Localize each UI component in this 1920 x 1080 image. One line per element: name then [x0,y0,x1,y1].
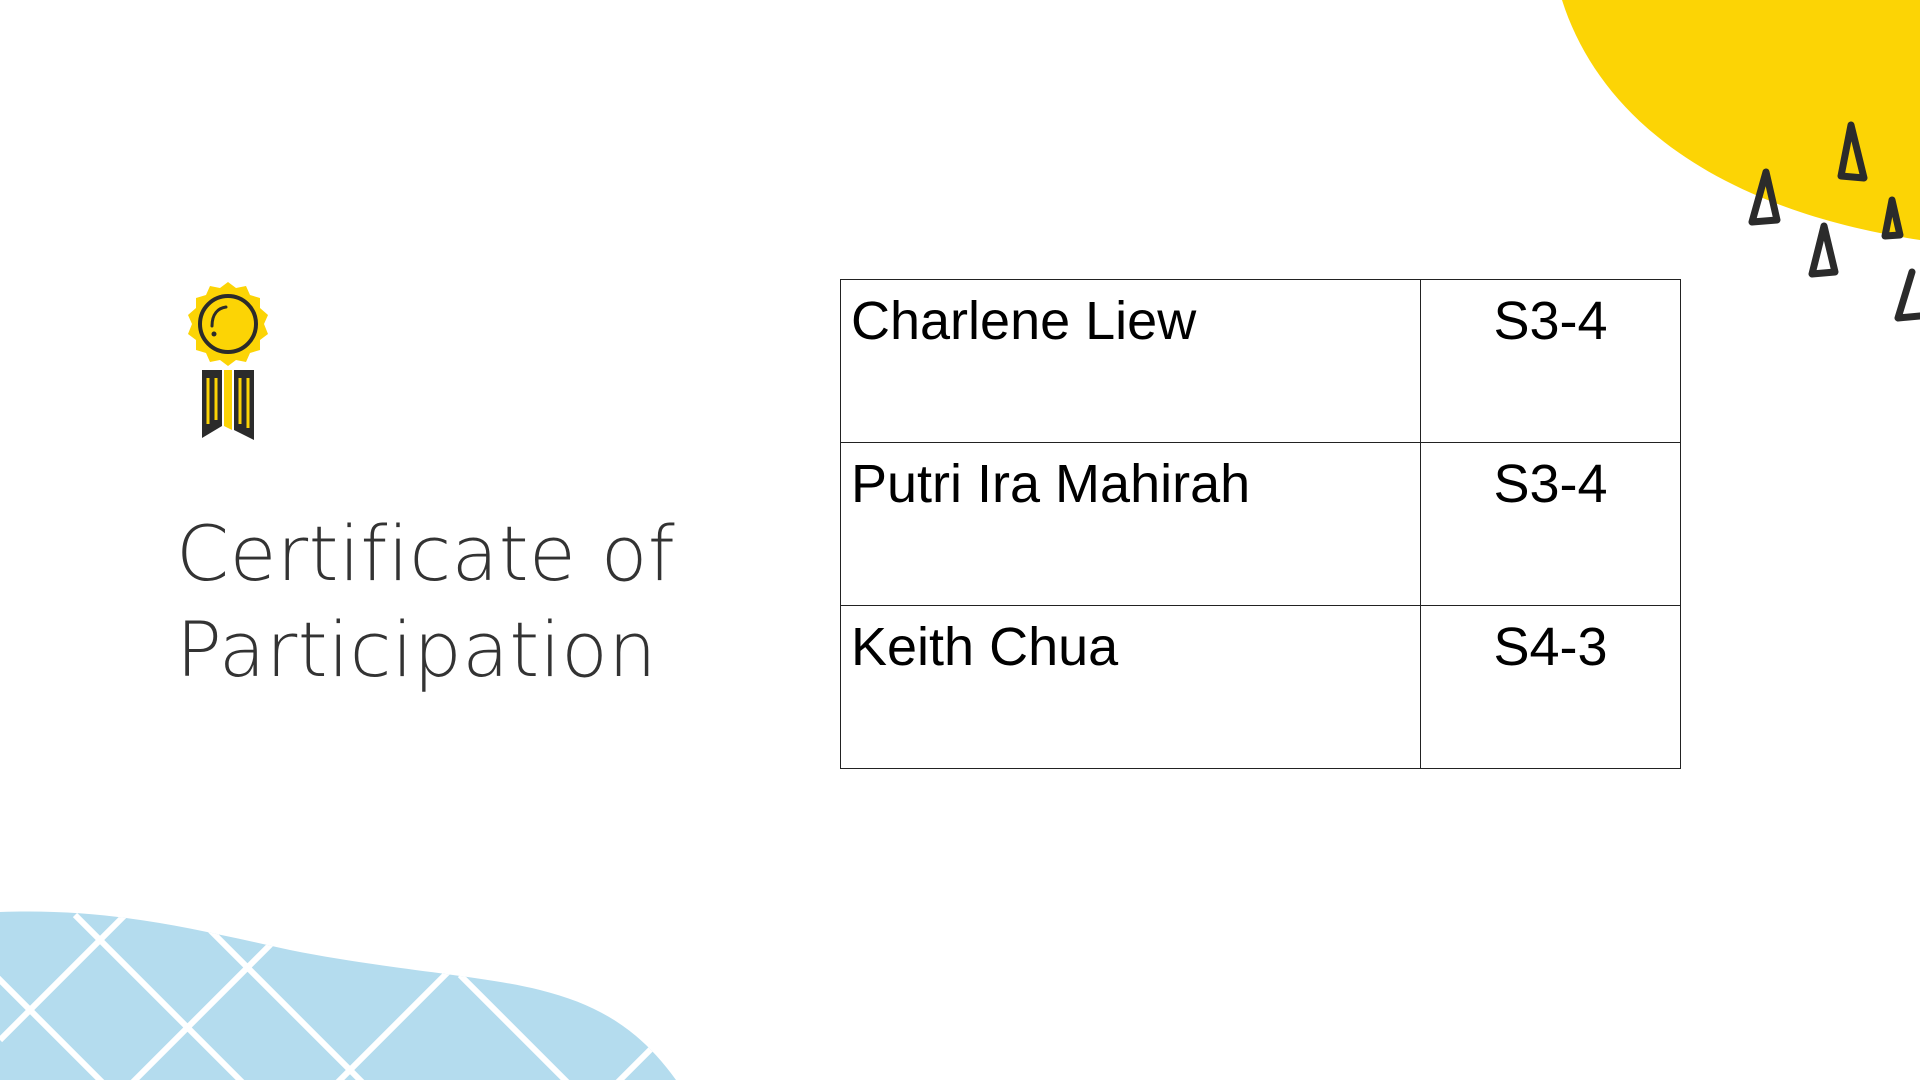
participant-name: Putri Ira Mahirah [840,442,1421,606]
page-title: Certificate of Participation [176,506,776,698]
participant-name: Charlene Liew [840,279,1421,443]
title-line-1: Certificate of [176,509,676,598]
participant-class: S4-3 [1420,605,1681,769]
participant-class: S3-4 [1420,442,1681,606]
table-row: Keith Chua S4-3 [840,605,1681,769]
table-row: Putri Ira Mahirah S3-4 [840,442,1681,606]
participant-class: S3-4 [1420,279,1681,443]
participant-name: Keith Chua [840,605,1421,769]
award-ribbon-icon [188,282,268,440]
title-line-2: Participation [176,605,657,694]
table-row: Charlene Liew S3-4 [840,279,1681,443]
participants-table: Charlene Liew S3-4 Putri Ira Mahirah S3-… [840,279,1681,769]
